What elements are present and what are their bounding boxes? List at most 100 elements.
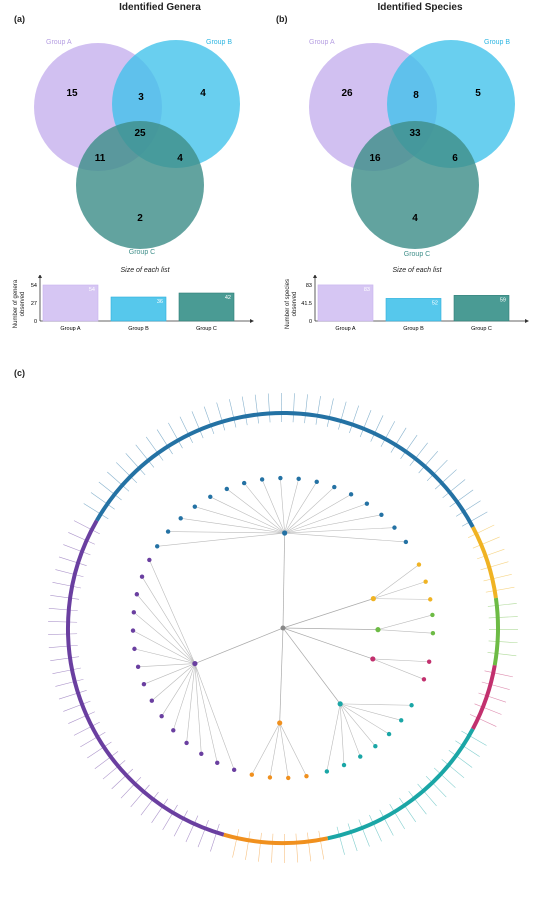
leaf-branch xyxy=(173,810,188,837)
leaf-branch xyxy=(151,798,169,823)
sector-ring xyxy=(471,664,497,730)
leaf-branch xyxy=(408,791,427,815)
leaf-branch xyxy=(48,621,78,623)
y-tick-label: 83 xyxy=(306,283,312,289)
tree-node xyxy=(215,760,220,766)
leaf-branch xyxy=(304,394,308,424)
leaf-branch xyxy=(307,832,312,862)
leaf-branch xyxy=(94,751,119,770)
tree-node xyxy=(430,612,435,618)
x-category-label: Group A xyxy=(60,326,81,332)
leaf-branch xyxy=(52,582,81,589)
tree-branch xyxy=(157,532,285,547)
leaf-branch xyxy=(50,656,80,662)
leaf-branch xyxy=(107,471,130,492)
tree-node xyxy=(135,664,141,670)
venn-a-label: Group A xyxy=(309,39,335,46)
leaf-branch xyxy=(254,394,259,424)
leaf-branch xyxy=(267,393,271,423)
bar xyxy=(385,298,442,322)
leaf-branch xyxy=(338,401,347,430)
leaf-branch xyxy=(48,644,78,648)
tree-node xyxy=(399,718,404,723)
leaf-branch xyxy=(68,711,95,724)
tree-node xyxy=(249,772,255,777)
leaf-branch xyxy=(48,633,78,635)
tree-branch xyxy=(180,517,285,534)
hub-node xyxy=(370,596,376,602)
tree-branch xyxy=(373,598,431,600)
tree-node xyxy=(278,475,283,481)
tree-branch xyxy=(269,722,280,778)
tree-node xyxy=(231,767,237,773)
leaf-branch xyxy=(87,741,112,759)
leaf-branch xyxy=(455,740,480,757)
tree-branch xyxy=(284,503,367,534)
tree-branch xyxy=(373,581,426,599)
leaf-branch xyxy=(336,826,345,855)
sector-ring xyxy=(492,597,500,666)
leaf-branch xyxy=(455,500,481,517)
venn-abc: 33 xyxy=(409,128,421,139)
leaf-branch xyxy=(111,768,134,790)
leaf-branch xyxy=(135,444,155,468)
tree-node xyxy=(348,492,354,497)
tree-branch xyxy=(284,532,406,543)
leaf-branch xyxy=(359,409,372,438)
y-tick-label: 27 xyxy=(31,301,37,307)
tree-branch xyxy=(282,627,341,705)
leaf-branch xyxy=(120,776,142,799)
sector-ring xyxy=(471,526,498,599)
leaf-branch xyxy=(315,395,321,425)
tree-node xyxy=(409,703,414,708)
leaf-branch xyxy=(347,823,358,852)
leaf-branch xyxy=(349,405,360,434)
tree-node xyxy=(178,516,183,521)
tree-node xyxy=(130,628,136,633)
tree-branch xyxy=(136,594,196,664)
tree-node xyxy=(171,728,176,733)
tree-branch xyxy=(284,486,335,534)
tree-branch xyxy=(132,630,196,664)
y-axis-arrow xyxy=(313,275,317,278)
tree-node xyxy=(267,775,273,780)
leaf-branch xyxy=(232,829,240,858)
leaf-branch xyxy=(245,831,251,861)
venn-ab: 8 xyxy=(413,90,419,101)
leaf-branch xyxy=(481,681,510,690)
y-tick-label: 0 xyxy=(309,319,312,325)
tree-node xyxy=(364,501,370,506)
x-category-label: Group B xyxy=(128,326,149,332)
leaf-branch xyxy=(130,784,150,808)
leaf-branch xyxy=(63,700,91,712)
leaf-branch xyxy=(461,511,488,527)
leaf-branch xyxy=(90,492,115,510)
hub-node xyxy=(337,701,343,707)
y-tick-label: 41.5 xyxy=(301,301,312,307)
tree-branch xyxy=(210,496,285,534)
venn-b-label: Group B xyxy=(484,39,510,46)
leaf-branch xyxy=(449,489,474,508)
leaf-branch xyxy=(140,791,159,816)
venn-c-label: Group C xyxy=(404,251,430,258)
leaf-branch xyxy=(116,462,138,484)
tree-branch xyxy=(138,663,195,668)
tree-node xyxy=(141,681,147,687)
leaf-branch xyxy=(210,823,220,852)
leaf-branch xyxy=(379,809,394,836)
tree-branch xyxy=(194,663,202,754)
panel-b-subtitle: Size of each list xyxy=(392,267,442,274)
x-category-label: Group C xyxy=(471,326,492,332)
tree-node xyxy=(149,698,155,703)
leaf-branch xyxy=(73,520,100,535)
tree-branch xyxy=(282,627,373,660)
panel-a-letter: (a) xyxy=(14,14,25,24)
tree-branch xyxy=(134,648,195,664)
leaf-branch xyxy=(229,399,237,428)
tree-branch xyxy=(372,658,430,663)
tree-branch xyxy=(377,614,433,630)
tree-branch xyxy=(261,479,285,534)
tree-branch xyxy=(284,494,352,534)
venn-species: Group A Group B Group C 26 5 4 8 16 6 33 xyxy=(309,39,515,258)
venn-ac: 11 xyxy=(95,153,106,164)
